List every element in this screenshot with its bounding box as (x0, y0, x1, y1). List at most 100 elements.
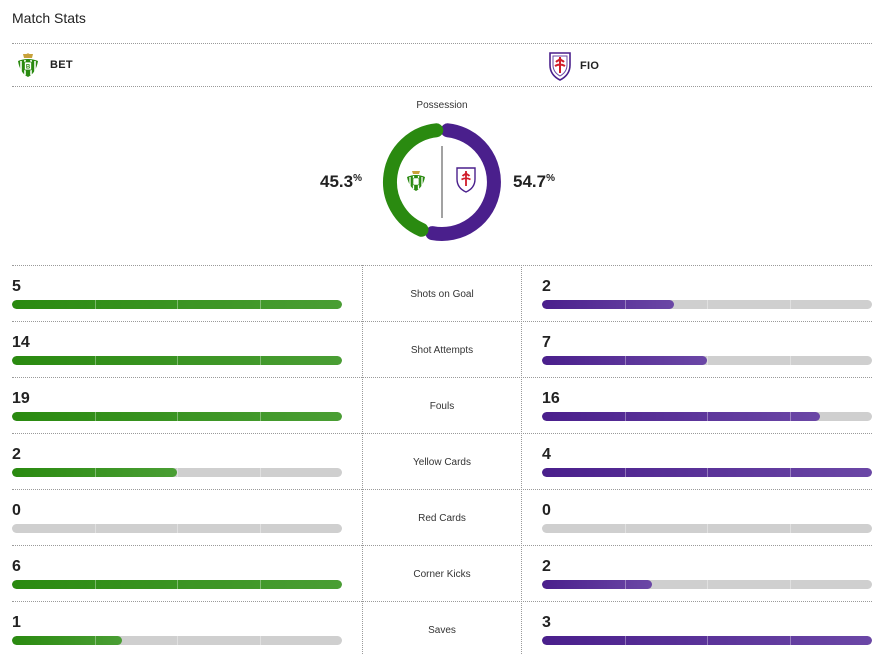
bar-tick (707, 356, 708, 365)
row-divider (12, 545, 872, 546)
bar-tick (94, 300, 96, 309)
bar-tick (177, 356, 178, 365)
home-stat-bar-fill (12, 356, 342, 365)
possession-donut (383, 123, 501, 241)
stat-row: 14 Shot Attempts 7 (0, 322, 881, 378)
stat-label: Fouls (429, 401, 455, 412)
divider (12, 43, 872, 44)
away-stat-bar-fill (542, 412, 820, 421)
away-stat-bar-fill (542, 356, 707, 365)
column-divider-right (521, 265, 522, 654)
home-stat-bar-fill (12, 412, 342, 421)
bar-tick (94, 580, 96, 589)
away-possession-arc (425, 123, 501, 241)
stat-row: 19 Fouls 16 (0, 378, 881, 434)
bar-tick (624, 412, 626, 421)
away-stat-bar (542, 580, 872, 589)
divider (12, 265, 872, 266)
fiorentina-crest-icon (549, 52, 571, 81)
home-stat-bar-fill (12, 580, 342, 589)
bar-tick (94, 356, 96, 365)
bar-tick (789, 412, 791, 421)
bar-tick (707, 580, 708, 589)
away-possession-value: 54.7 (513, 172, 547, 191)
bar-tick (789, 468, 791, 477)
home-stat-bar (12, 468, 342, 477)
page-title: Match Stats (12, 10, 86, 26)
bar-tick (789, 636, 791, 645)
home-stat-value: 1 (12, 614, 21, 631)
bar-tick (259, 300, 261, 309)
stat-label: Shots on Goal (410, 289, 474, 300)
betis-crest-icon: B (18, 53, 38, 77)
stat-label: Red Cards (418, 513, 466, 524)
home-stat-bar-fill (12, 468, 177, 477)
bar-tick (707, 412, 708, 421)
bar-tick (624, 356, 626, 365)
away-stat-bar (542, 300, 872, 309)
bar-tick (94, 524, 96, 533)
away-stat-value: 16 (542, 390, 560, 407)
away-stat-bar (542, 636, 872, 645)
home-possession-unit: % (353, 173, 362, 184)
column-divider-left (362, 265, 363, 654)
svg-text:B: B (26, 65, 31, 71)
stat-row: 6 Corner Kicks 2 (0, 546, 881, 602)
away-possession: 54.7% (513, 172, 555, 192)
bar-tick (707, 524, 708, 533)
away-stat-value: 7 (542, 334, 551, 351)
home-possession-value: 45.3 (320, 172, 354, 191)
home-stat-bar (12, 356, 342, 365)
home-team-abbr: BET (50, 59, 73, 71)
row-divider (12, 377, 872, 378)
away-stat-bar (542, 524, 872, 533)
away-stat-bar (542, 412, 872, 421)
stat-label: Corner Kicks (413, 569, 471, 580)
away-stat-value: 4 (542, 446, 551, 463)
bar-tick (177, 580, 178, 589)
bar-tick (624, 636, 626, 645)
bar-tick (624, 468, 626, 477)
bar-tick (259, 356, 261, 365)
home-stat-value: 14 (12, 334, 30, 351)
bar-tick (789, 300, 791, 309)
away-possession-unit: % (546, 173, 555, 184)
home-stat-bar (12, 300, 342, 309)
stat-label: Yellow Cards (413, 457, 471, 468)
bar-tick (707, 300, 708, 309)
fiorentina-crest-icon (456, 167, 476, 193)
betis-crest-icon (407, 171, 425, 191)
row-divider (12, 433, 872, 434)
bar-tick (624, 300, 626, 309)
home-stat-bar (12, 412, 342, 421)
row-divider (12, 489, 872, 490)
row-divider (12, 321, 872, 322)
bar-tick (624, 524, 626, 533)
away-team-abbr: FIO (580, 60, 600, 72)
bar-tick (259, 636, 261, 645)
row-divider (12, 601, 872, 602)
stat-row: 5 Shots on Goal 2 (0, 266, 881, 322)
bar-tick (94, 412, 96, 421)
away-stat-value: 0 (542, 502, 551, 519)
home-stat-value: 2 (12, 446, 21, 463)
away-stat-bar-fill (542, 468, 872, 477)
bar-tick (177, 300, 178, 309)
bar-tick (259, 468, 261, 477)
home-stat-bar (12, 636, 342, 645)
bar-tick (789, 580, 791, 589)
stat-row: 2 Yellow Cards 4 (0, 434, 881, 490)
bar-tick (707, 468, 708, 477)
bar-tick (259, 412, 261, 421)
stat-row: 1 Saves 3 (0, 602, 881, 658)
bar-tick (94, 468, 96, 477)
stat-row: 0 Red Cards 0 (0, 490, 881, 546)
home-stat-bar-fill (12, 636, 122, 645)
bar-tick (177, 636, 178, 645)
home-stat-value: 6 (12, 558, 21, 575)
away-stat-value: 2 (542, 558, 551, 575)
away-stat-bar-fill (542, 636, 872, 645)
home-team-header: B BET (14, 51, 73, 79)
stat-label: Saves (428, 625, 456, 636)
home-possession: 45.3% (320, 172, 362, 192)
